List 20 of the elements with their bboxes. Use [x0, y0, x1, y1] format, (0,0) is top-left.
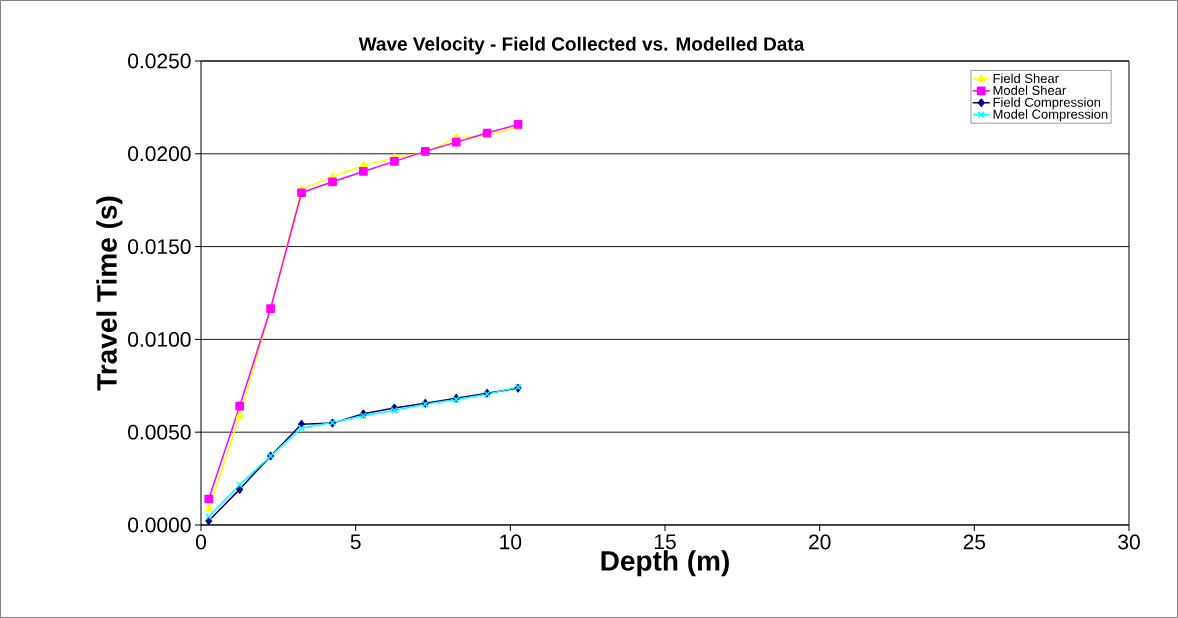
legend-label: Model Shear: [993, 85, 1067, 95]
y-tick-label: 0.0000: [128, 517, 191, 533]
x-tick-label: 5: [350, 534, 361, 550]
legend-label: Field Shear: [993, 73, 1059, 84]
x-tick-label: 25: [963, 534, 986, 550]
legend-label: Model Compression: [993, 109, 1108, 122]
x-tick-label: 10: [500, 534, 522, 550]
x-tick-label: 0: [195, 534, 207, 550]
legend-label: Field Compression: [993, 97, 1101, 110]
x-tick-label: 30: [1118, 534, 1140, 550]
y-axis-title: Travel Time (s): [96, 196, 123, 391]
x-tick-label: 15: [654, 534, 676, 550]
chart-title: Wave Velocity - Field Collected vs. Modelled Data: [358, 36, 805, 55]
y-tick-label: 0.0150: [128, 239, 191, 255]
y-tick-label: 0.0200: [128, 146, 191, 162]
y-tick-label: 0.0050: [128, 424, 191, 440]
x-tick-label: 20: [809, 534, 831, 550]
y-tick-label: 0.0100: [128, 331, 191, 347]
y-tick-label: 0.0250: [128, 53, 191, 69]
x-axis-title: Depth (m): [601, 550, 729, 577]
